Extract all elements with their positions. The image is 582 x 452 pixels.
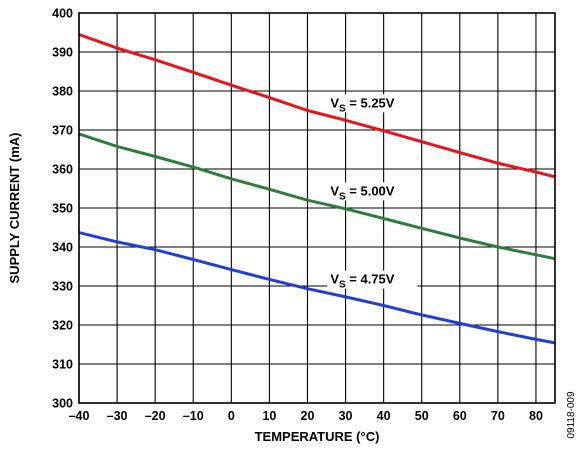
x-tick-label: –10 (183, 409, 204, 423)
y-tick-label: 320 (52, 319, 73, 333)
x-tick-label: 10 (262, 409, 276, 423)
x-axis-label: TEMPERATURE (°C) (255, 429, 380, 444)
series-label-bg (327, 94, 418, 113)
y-tick-label: 300 (52, 397, 73, 411)
series-label: VS = 4.75V (330, 272, 394, 291)
x-tick-label: –30 (107, 409, 128, 423)
x-tick-label: 0 (228, 409, 235, 423)
y-tick-label: 330 (52, 280, 73, 294)
x-tick-label: 80 (529, 409, 543, 423)
y-tick-label: 350 (52, 202, 73, 216)
y-axis-label: SUPPLY CURRENT (mA) (7, 133, 22, 284)
plot-frame (78, 12, 556, 404)
series-lines (78, 33, 556, 345)
y-tick-label: 360 (52, 163, 73, 177)
y-tick-labels: 300 310 320 330 340 350 360 370 380 390 400 (52, 7, 73, 411)
x-tick-label: 20 (301, 409, 315, 423)
series-line (78, 132, 556, 261)
x-tick-label: 50 (415, 409, 429, 423)
y-tick-label: 400 (52, 7, 73, 21)
y-tick-label: 310 (52, 358, 73, 372)
series-line (78, 231, 556, 345)
y-tick-label: 340 (52, 241, 73, 255)
series-label: VS = 5.00V (330, 183, 394, 202)
series-line (78, 33, 556, 179)
series-label-bg (327, 270, 418, 289)
x-tick-label: 40 (377, 409, 391, 423)
x-tick-labels: –40 –30 –20 –10 0 10 20 30 40 50 60 70 80 (69, 409, 543, 423)
figure-id: 09118-009 (566, 391, 577, 439)
series-labels: VS = 5.25V VS = 5.00V VS = 4.75V (327, 94, 418, 291)
grid-lines (78, 12, 555, 404)
y-tick-label: 390 (52, 46, 73, 60)
y-tick-label: 380 (52, 85, 73, 99)
x-tick-label: 60 (453, 409, 467, 423)
x-tick-label: 70 (491, 409, 505, 423)
series-label: VS = 5.25V (330, 95, 394, 114)
x-tick-label: –20 (145, 409, 166, 423)
series-label-bg (327, 182, 418, 201)
y-tick-label: 370 (52, 124, 73, 138)
x-tick-label: 30 (339, 409, 353, 423)
x-tick-label: –40 (69, 409, 90, 423)
